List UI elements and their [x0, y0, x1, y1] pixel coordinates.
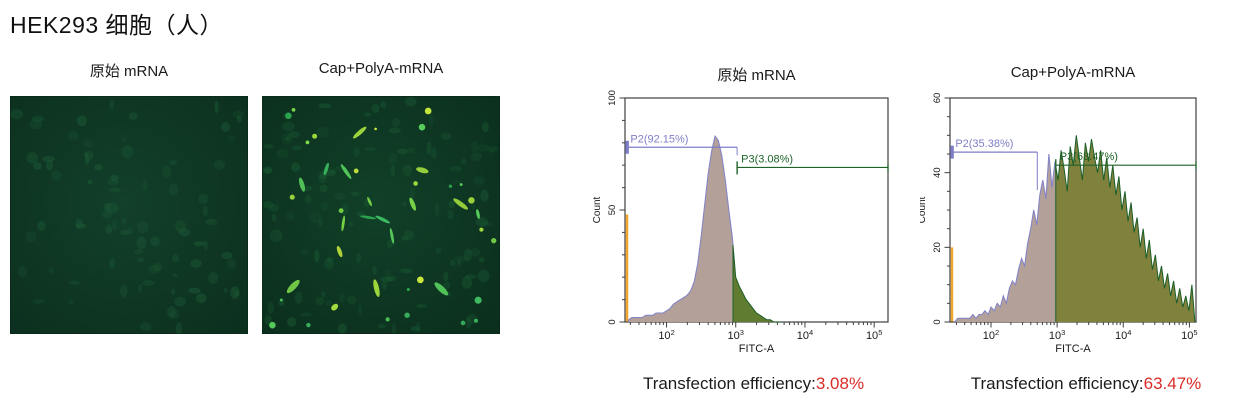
svg-text:103: 103	[1049, 328, 1065, 342]
svg-text:P3(3.08%): P3(3.08%)	[741, 153, 793, 165]
caption-value-red: 63.47%	[1143, 374, 1202, 393]
svg-text:102: 102	[983, 328, 999, 342]
flow-histogram-original-mrna: 102 103 104 105 FITC-A 0 50 100 Count P2(92.15%) P…	[592, 90, 889, 355]
chart-title-original-mrna: 原始 mRNA	[717, 67, 796, 84]
svg-text:60: 60	[932, 93, 943, 104]
fluorescence-image-original-mrna	[10, 96, 248, 334]
svg-text:FITC-A: FITC-A	[739, 343, 775, 355]
transfection-efficiency-caption-2: Transfection efficiency:63.47%	[928, 374, 1236, 394]
transfection-efficiency-caption-1: Transfection efficiency:3.08%	[591, 374, 916, 394]
flow-histogram-cap-polya-mrna: 102 103 104 105 FITC-A 0 20 40 60 Count P2(35.38%)…	[920, 93, 1198, 355]
svg-text:P2(35.38%): P2(35.38%)	[955, 138, 1013, 150]
micro-label-original-mrna: 原始 mRNA	[89, 63, 169, 80]
svg-text:105: 105	[1181, 328, 1197, 342]
fluorescence-image-cap-polya-mrna	[262, 96, 500, 334]
micro-label-cap-polya-mrna: Cap+PolyA-mRNA	[318, 60, 444, 77]
caption-value-red: 3.08%	[815, 374, 865, 393]
svg-text:104: 104	[797, 328, 813, 342]
caption-prefix: Transfection efficiency:	[970, 374, 1144, 393]
svg-text:0: 0	[607, 319, 618, 324]
page-title: HEK293 细胞（人）	[10, 12, 224, 38]
svg-text:P2(92.15%): P2(92.15%)	[630, 133, 688, 145]
svg-text:100: 100	[607, 90, 618, 106]
svg-text:20: 20	[932, 242, 943, 253]
svg-text:103: 103	[728, 328, 744, 342]
caption-prefix: Transfection efficiency:	[642, 374, 816, 393]
svg-text:104: 104	[1115, 328, 1131, 342]
svg-text:50: 50	[607, 205, 618, 216]
svg-text:102: 102	[658, 328, 674, 342]
svg-text:0: 0	[932, 319, 943, 324]
svg-text:Count: Count	[592, 196, 603, 223]
svg-text:FITC-A: FITC-A	[1055, 343, 1091, 355]
svg-text:40: 40	[932, 167, 943, 178]
svg-text:P3(63.47%): P3(63.47%)	[1060, 151, 1118, 163]
svg-text:Count: Count	[920, 196, 928, 223]
svg-text:105: 105	[866, 328, 882, 342]
chart-title-cap-polya-mrna: Cap+PolyA-mRNA	[1010, 64, 1136, 81]
